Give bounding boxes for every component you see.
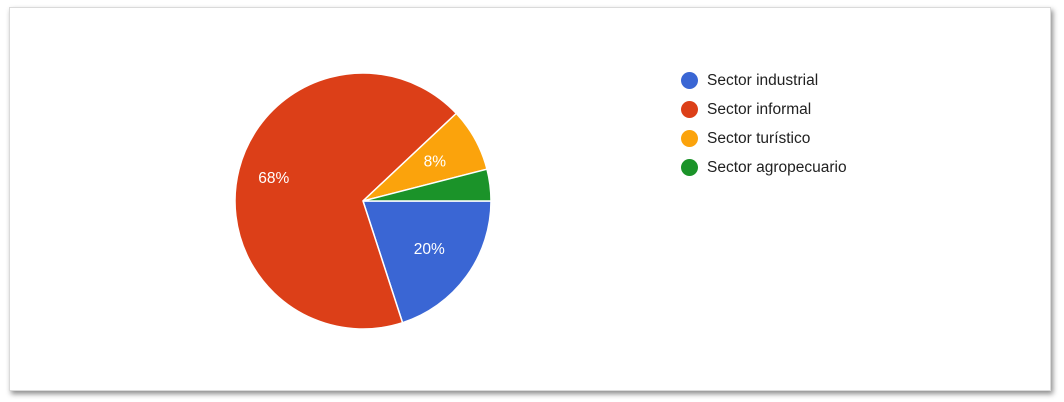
legend-label: Sector industrial xyxy=(707,71,819,89)
legend-label: Sector turístico xyxy=(707,129,811,147)
legend-swatch-icon xyxy=(681,72,698,89)
legend: Sector industrial Sector informal Sector t… xyxy=(681,66,847,182)
pie-chart: 20% 68% 8% xyxy=(234,72,492,330)
pie-slice-sector-agropecuario[interactable] xyxy=(362,168,492,202)
pie-slice-sector-informal[interactable] xyxy=(234,72,458,330)
legend-item-sector-informal[interactable]: Sector informal xyxy=(681,95,847,124)
legend-swatch-icon xyxy=(681,130,698,147)
legend-label: Sector informal xyxy=(707,100,812,118)
slice-label-sector-informal: 68% xyxy=(258,170,289,187)
legend-swatch-icon xyxy=(681,159,698,176)
pie-slice-sector-industrial[interactable] xyxy=(361,200,492,324)
slice-label-sector-industrial: 20% xyxy=(414,241,445,258)
legend-label: Sector agropecuario xyxy=(707,158,847,176)
legend-item-sector-industrial[interactable]: Sector industrial xyxy=(681,66,847,95)
legend-swatch-icon xyxy=(681,101,698,118)
legend-item-sector-turistico[interactable]: Sector turístico xyxy=(681,124,847,153)
legend-item-sector-agropecuario[interactable]: Sector agropecuario xyxy=(681,153,847,182)
slice-label-sector-turistico: 8% xyxy=(424,154,447,171)
chart-card: 20% 68% 8% Sector industrial Sector informa… xyxy=(9,7,1051,391)
